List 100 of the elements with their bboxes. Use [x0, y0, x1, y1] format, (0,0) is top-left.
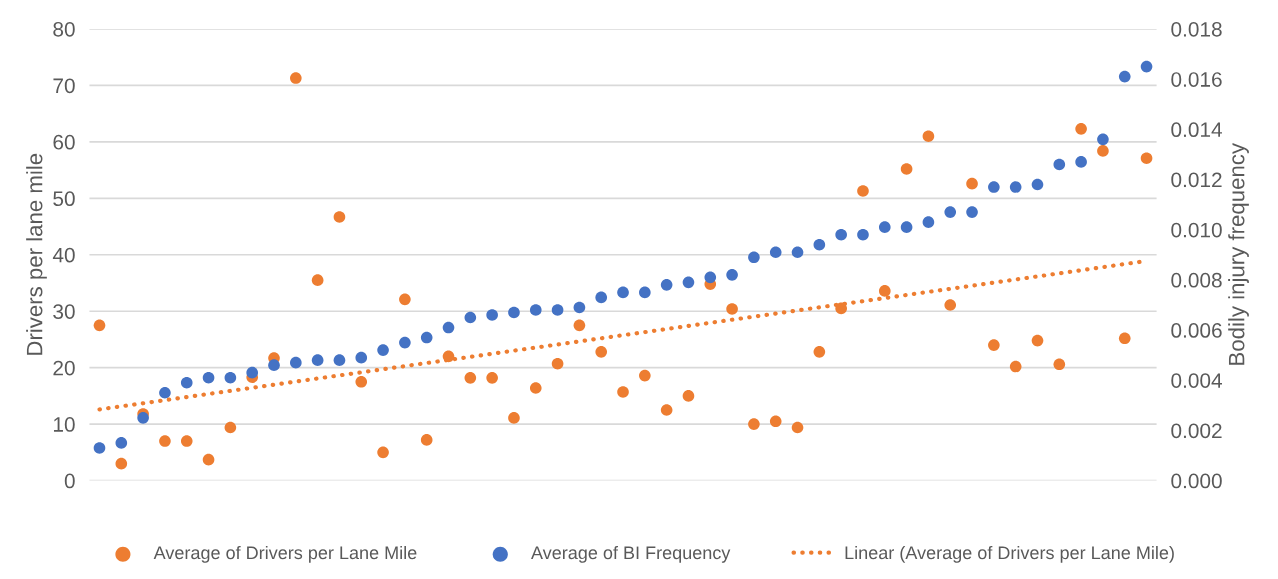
point [442, 350, 455, 363]
point [595, 291, 608, 304]
point [486, 372, 498, 384]
point [726, 303, 738, 315]
point [551, 357, 564, 370]
point [93, 319, 106, 332]
point [1075, 123, 1087, 135]
point [1097, 133, 1109, 146]
y-tick-label: 50 [53, 191, 75, 207]
point [137, 412, 149, 424]
y-tick-label: 40 [52, 247, 75, 263]
point [1140, 60, 1153, 73]
y2-tick-label: 0.002 [1171, 423, 1222, 439]
point [595, 346, 608, 358]
point [988, 181, 1000, 193]
point [813, 346, 826, 358]
point [835, 228, 847, 241]
y-tick-label: 60 [53, 134, 75, 150]
y-tick-label: 30 [53, 304, 75, 319]
y2-tick-label: 0.000 [1171, 473, 1222, 489]
point [246, 366, 258, 379]
point [508, 306, 520, 319]
point [464, 311, 477, 324]
point [791, 246, 804, 259]
point [1140, 152, 1153, 165]
point [290, 72, 302, 84]
point [399, 336, 411, 349]
point [464, 372, 477, 384]
point [224, 371, 237, 384]
point [1031, 334, 1044, 347]
point [1009, 360, 1022, 373]
point [617, 386, 629, 398]
point [508, 412, 520, 424]
point [551, 304, 564, 316]
point [1031, 178, 1044, 191]
point [486, 309, 498, 321]
point [529, 304, 542, 316]
point [202, 453, 215, 466]
point [704, 271, 717, 284]
point [660, 404, 673, 416]
y-tick-label: 80 [53, 21, 75, 37]
point [159, 386, 171, 399]
legend-label: Average of Drivers per Lane Mile [153, 545, 417, 563]
point [966, 177, 978, 190]
point [311, 274, 324, 286]
point [224, 421, 237, 434]
point [180, 376, 193, 389]
point [682, 390, 695, 402]
point [420, 331, 433, 344]
point [748, 251, 760, 264]
point [682, 276, 695, 289]
y2-tick-label: 0.004 [1171, 373, 1222, 388]
y-tick-label: 20 [53, 360, 75, 376]
point [529, 382, 542, 394]
point [769, 415, 782, 428]
point [377, 344, 389, 356]
point [573, 319, 586, 332]
point [333, 211, 346, 223]
y2-tick-label: 0.016 [1171, 72, 1222, 87]
point [290, 356, 302, 369]
point [900, 163, 913, 175]
legend-label: Linear (Average of Drivers per Lane Mile) [845, 545, 1174, 563]
y2-tick-label: 0.008 [1171, 272, 1222, 288]
point [355, 375, 368, 388]
y-axis-title: Drivers per lane mile [26, 153, 47, 355]
point [1053, 158, 1066, 171]
point [573, 301, 586, 314]
point [202, 371, 215, 384]
point [835, 302, 847, 315]
y2-tick-label: 0.006 [1171, 323, 1222, 338]
point [180, 435, 193, 447]
point [355, 351, 368, 364]
y2-tick-label: 0.010 [1171, 222, 1222, 238]
point [1097, 145, 1109, 157]
point [420, 434, 433, 446]
point [988, 339, 1000, 351]
point [268, 359, 280, 371]
point [748, 418, 760, 430]
point [93, 442, 106, 454]
point [966, 206, 978, 218]
point [878, 221, 891, 233]
point [857, 228, 869, 241]
point [333, 354, 346, 366]
point [944, 299, 957, 311]
point [1009, 181, 1022, 193]
point [726, 269, 738, 281]
point [922, 130, 935, 143]
point [660, 279, 673, 291]
point [944, 206, 957, 218]
y2-tick-label: 0.014 [1171, 122, 1222, 138]
y2-axis-title: Bodily injury frequency [1228, 143, 1249, 365]
point [115, 437, 128, 449]
point [377, 446, 389, 459]
y-tick-label: 10 [53, 417, 75, 432]
point [115, 457, 128, 470]
point [639, 369, 651, 382]
point [791, 421, 804, 434]
legend-label: Average of BI Frequency [531, 545, 731, 563]
point [813, 238, 826, 251]
point [442, 321, 455, 334]
